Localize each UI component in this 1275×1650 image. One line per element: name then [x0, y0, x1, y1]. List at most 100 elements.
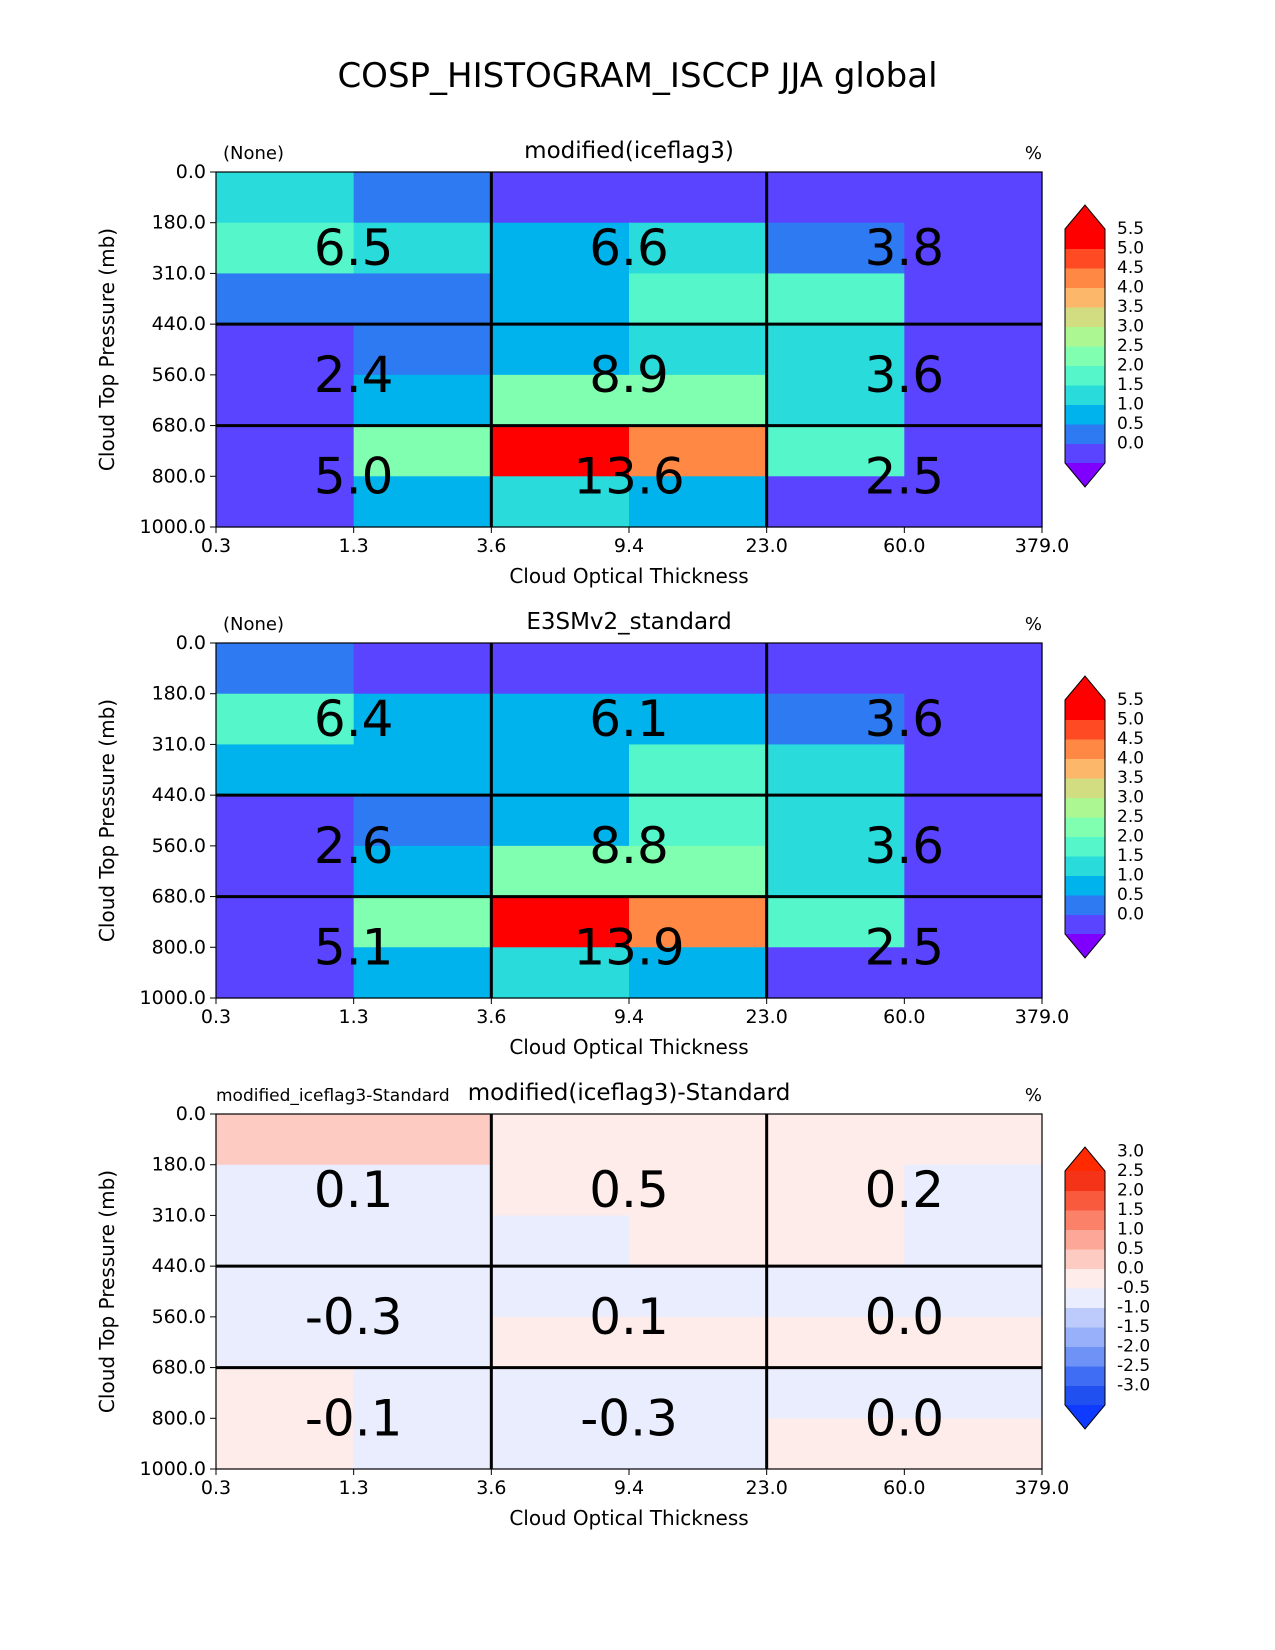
colorbar-segment — [1065, 856, 1105, 876]
colorbar-tick-label: -2.0 — [1117, 1337, 1150, 1357]
colorbar-over-arrow — [1065, 205, 1105, 229]
heatmap-cell — [491, 1114, 630, 1166]
box-value-label: 6.6 — [589, 219, 669, 277]
heatmap-cell — [491, 1164, 630, 1217]
colorbar-tick-label: 5.0 — [1117, 710, 1144, 730]
y-tick-label: 0.0 — [176, 161, 206, 183]
heatmap-cell — [353, 693, 492, 746]
colorbar-tick-label: 0.5 — [1117, 885, 1144, 905]
heatmap-cell — [766, 425, 905, 477]
y-tick-label: 440.0 — [152, 784, 206, 806]
y-tick-label: 310.0 — [152, 1204, 206, 1226]
colorbar-tick-label: 0.0 — [1117, 434, 1144, 454]
heatmap-cell — [216, 1418, 355, 1470]
heatmap-cell — [629, 845, 768, 898]
box-value-label: 0.0 — [865, 1288, 945, 1346]
y-tick-label: 0.0 — [176, 632, 206, 654]
heatmap-cell — [353, 425, 492, 477]
heatmap-cell — [491, 845, 630, 898]
heatmap-cell — [766, 172, 905, 224]
x-axis-label: Cloud Optical Thickness — [509, 564, 748, 588]
heatmap-cell — [216, 693, 355, 746]
heatmap-cell — [904, 222, 1043, 275]
heatmap-cell — [216, 643, 355, 695]
heatmap-cell — [629, 172, 768, 224]
heatmap-cell — [904, 947, 1043, 999]
heatmap-cell — [353, 172, 492, 224]
heatmap-cell — [766, 947, 905, 999]
x-tick-label: 23.0 — [746, 535, 788, 557]
y-tick-label: 1000.0 — [140, 987, 206, 1009]
heatmap-cell — [491, 374, 630, 427]
colorbar-tick-label: 3.5 — [1117, 768, 1144, 788]
heatmap-cell — [904, 845, 1043, 898]
colorbar-segment — [1065, 1171, 1105, 1191]
colorbar-tick-label: 3.0 — [1117, 1142, 1144, 1162]
box-value-label: 6.5 — [314, 219, 394, 277]
colorbar-tick-label: -2.5 — [1117, 1356, 1150, 1376]
colorbar: 5.55.04.54.03.53.02.52.01.51.00.50.0 — [1064, 204, 1144, 488]
heatmap-cell — [629, 693, 768, 746]
heatmap-cell — [766, 744, 905, 796]
heatmap-cell — [629, 1367, 768, 1419]
heatmap-cell — [353, 324, 492, 376]
colorbar: 3.02.52.01.51.00.50.0-0.5-1.0-1.5-2.0-2.… — [1064, 1142, 1150, 1430]
heatmap-cell — [216, 947, 355, 999]
box-value-label: 0.1 — [589, 1288, 669, 1346]
heatmap-cell — [491, 273, 630, 325]
heatmap-cell — [629, 1114, 768, 1166]
x-tick-label: 60.0 — [883, 535, 925, 557]
y-axis-label: Cloud Top Pressure (mb) — [95, 1170, 119, 1413]
heatmap-cell — [216, 1266, 355, 1318]
box-value-label: 0.1 — [314, 1161, 394, 1219]
colorbar-segment — [1065, 326, 1105, 347]
heatmap-cell — [216, 1164, 355, 1217]
x-tick-label: 0.3 — [201, 1006, 231, 1028]
x-tick-label: 379.0 — [1015, 1477, 1069, 1499]
colorbar-segment — [1065, 914, 1105, 935]
box-value-label: 3.6 — [865, 817, 945, 875]
heatmap-cell — [353, 744, 492, 796]
heatmap-cell — [491, 1266, 630, 1318]
colorbar-segment — [1065, 875, 1105, 896]
colorbar-segment — [1065, 268, 1105, 288]
colorbar-segment — [1065, 797, 1105, 818]
heatmap-cell — [766, 1215, 905, 1267]
heatmap-cell — [904, 643, 1043, 695]
box-value-label: 2.6 — [314, 817, 394, 875]
heatmap-cell — [629, 1418, 768, 1470]
heatmap-panel-2: 6.4 6.1 3.6 2.6 8.8 3.6 5.1 13.9 2.5 0.3 1.3 3.6 9.4… — [95, 609, 1144, 1059]
colorbar-tick-label: 2.5 — [1117, 807, 1144, 827]
heatmap-cell — [766, 1114, 905, 1166]
colorbar-outline — [1064, 675, 1106, 959]
x-tick-label: 9.4 — [614, 1006, 644, 1028]
panel-title: E3SMv2_standard — [526, 609, 731, 635]
colorbar-segment — [1065, 817, 1105, 837]
heatmap-cell — [766, 693, 905, 746]
heatmap-cell — [766, 896, 905, 948]
colorbar-tick-label: 3.0 — [1117, 788, 1144, 808]
box-value-label: 6.1 — [589, 690, 669, 748]
colorbar-segment — [1065, 365, 1105, 386]
colorbar-segment — [1065, 404, 1105, 425]
colorbar-segment — [1065, 1327, 1105, 1347]
y-tick-label: 180.0 — [152, 1154, 206, 1176]
box-value-label: 3.6 — [865, 346, 945, 404]
heatmap-cell — [216, 172, 355, 224]
box-value-label: 13.9 — [573, 918, 684, 976]
heatmap-cell — [353, 896, 492, 948]
heatmap-cell — [904, 273, 1043, 325]
colorbar-segment — [1065, 307, 1105, 327]
x-tick-label: 1.3 — [339, 535, 369, 557]
heatmap-cell — [766, 1418, 905, 1470]
colorbar-tick-label: 1.0 — [1117, 866, 1144, 886]
heatmap-cell — [353, 947, 492, 999]
heatmap-cell — [904, 324, 1043, 376]
colorbar-segment — [1065, 229, 1105, 249]
y-tick-label: 680.0 — [152, 1357, 206, 1379]
x-tick-label: 3.6 — [476, 1477, 506, 1499]
heatmap-cell — [766, 222, 905, 275]
colorbar-under-arrow — [1065, 934, 1105, 958]
heatmap-cell — [629, 273, 768, 325]
